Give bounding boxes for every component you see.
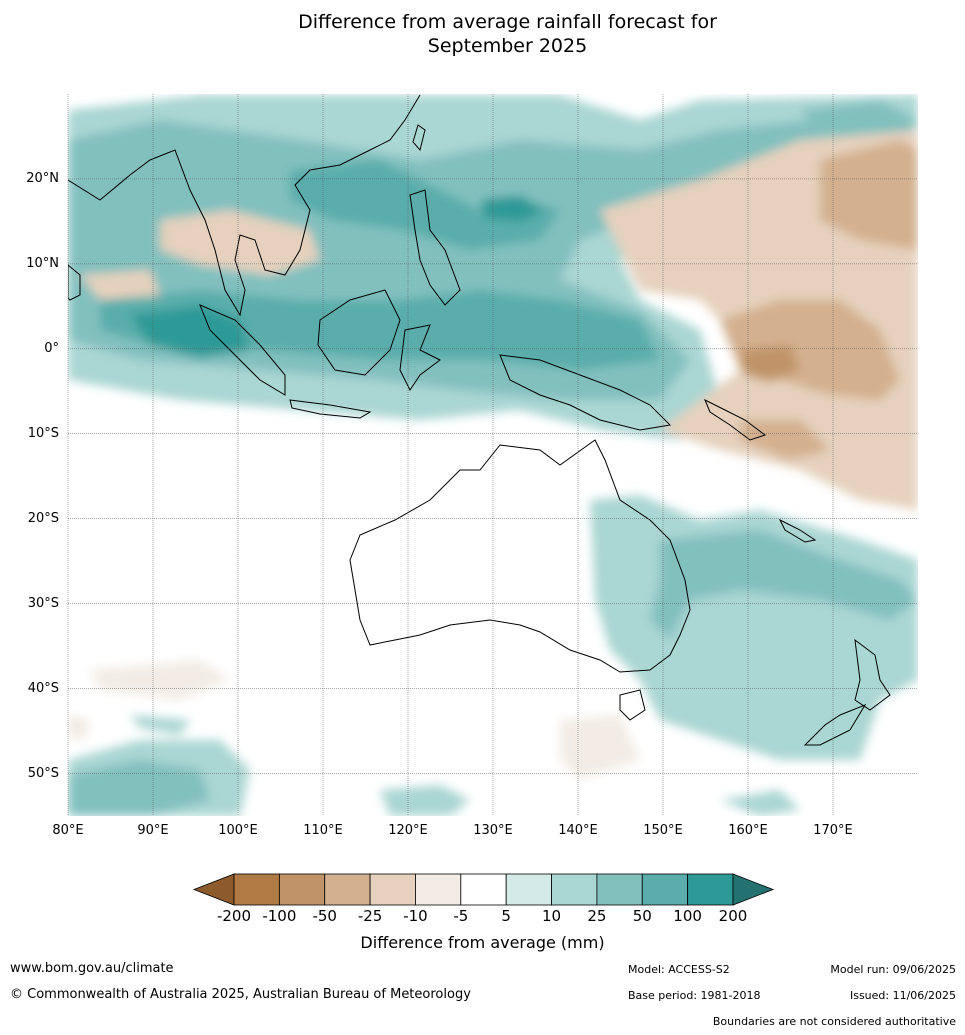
longitude-label: 170°E (813, 823, 853, 838)
longitude-label: 140°E (558, 823, 598, 838)
colorbar-swatch (551, 873, 598, 906)
longitude-label: 80°E (52, 823, 84, 838)
java-outline (289, 399, 372, 419)
tasmania-outline (619, 689, 646, 721)
latitude-label: 0° (44, 340, 59, 356)
solomon-islands-outline (704, 398, 767, 441)
disclaimer-text: Boundaries are not considered authoritat… (712, 1015, 956, 1028)
model-run-text: Model run: 09/06/2025 (830, 963, 956, 976)
colorbar-swatch (641, 873, 689, 906)
issued-text: Issued: 11/06/2025 (849, 989, 956, 1002)
website-link[interactable]: www.bom.gov.au/climate (10, 961, 174, 976)
wet-region-peak (130, 195, 545, 358)
dry-region-indian-ocean (68, 660, 640, 780)
new-caledonia-outline (778, 518, 817, 543)
wet-region-east-aus-core (650, 530, 918, 640)
title-line-2: September 2025 (427, 35, 588, 57)
colorbar-swatch (596, 873, 643, 906)
colorbar-tick-label: 10 (541, 907, 562, 925)
colorbar-swatch (687, 873, 734, 906)
base-period-text: Base period: 1981-2018 (628, 989, 761, 1002)
longitude-label: 160°E (728, 823, 768, 838)
colorbar-tick-label: -200 (216, 907, 252, 925)
longitude-label: 90°E (137, 823, 169, 838)
latitude-label: 20°N (26, 170, 59, 186)
copyright-text: © Commonwealth of Australia 2025, Austra… (10, 987, 471, 1002)
colorbar-swatch (460, 873, 507, 906)
latitude-label: 20°S (27, 510, 59, 526)
colorbar-tick-label: -25 (357, 907, 383, 925)
longitude-label: 110°E (303, 823, 343, 838)
colorbar-tick-label: -5 (453, 907, 469, 925)
dry-region-peak (740, 345, 800, 382)
colorbar-extend-high (732, 873, 775, 906)
colorbar-tick-label: 200 (718, 907, 748, 925)
colorbar-swatch (278, 873, 326, 906)
colorbar-swatch (369, 873, 416, 906)
colorbar (192, 873, 775, 906)
sumatra-outline (199, 304, 286, 396)
taiwan-outline (412, 124, 426, 152)
borneo-outline (317, 289, 401, 376)
latitude-label: 10°N (26, 255, 59, 271)
title-line-1: Difference from average rainfall forecas… (298, 11, 717, 33)
longitude-label: 150°E (643, 823, 683, 838)
sri-lanka-outline (68, 264, 81, 301)
colorbar-swatch (233, 873, 280, 906)
longitude-label: 100°E (218, 823, 258, 838)
colorbar-swatch (415, 873, 462, 906)
colorbar-tick-label: -50 (312, 907, 337, 925)
graticule (67, 94, 918, 816)
colorbar-swatch (324, 873, 371, 906)
colorbar-tick-label: -10 (403, 907, 428, 925)
anomaly-field (68, 94, 918, 816)
colorbar-tick-label: 5 (501, 907, 511, 925)
new-zealand-outline (803, 638, 891, 746)
dry-region-bay-of-bengal (80, 210, 320, 300)
australia-outline (349, 439, 691, 673)
wet-region-south-core (68, 760, 210, 816)
latitude-label: 50°S (27, 765, 59, 781)
latitude-label: 10°S (27, 425, 59, 441)
latitude-label: 40°S (27, 680, 59, 696)
philippines-outline (409, 189, 461, 306)
colorbar-tick-label: 25 (587, 907, 607, 925)
longitude-label: 120°E (388, 823, 428, 838)
longitude-label: 130°E (473, 823, 513, 838)
asia-mainland-outline (68, 94, 421, 317)
dry-region-central-pacific-core (720, 140, 918, 460)
colorbar-tick-label: -100 (262, 907, 297, 925)
sulawesi-outline (399, 324, 441, 391)
colorbar-swatch (505, 873, 552, 906)
colorbar-extend-low (192, 873, 235, 906)
latitude-label: 30°S (27, 595, 59, 611)
colorbar-tick-label: 50 (632, 907, 652, 925)
colorbar-tick-label: 100 (673, 907, 702, 925)
new-guinea-outline (499, 354, 672, 431)
map-title: Difference from average rainfall forecas… (0, 10, 965, 58)
model-text: Model: ACCESS-S2 (628, 963, 730, 976)
colorbar-title: Difference from average (mm) (360, 933, 605, 952)
